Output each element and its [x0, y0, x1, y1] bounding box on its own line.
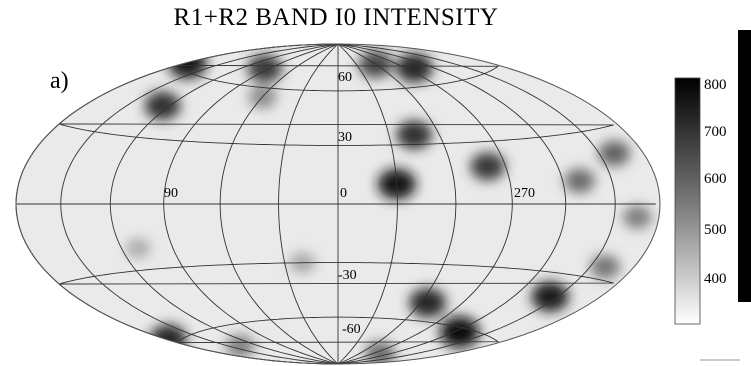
intensity-hotspot — [470, 152, 506, 181]
intensity-hotspot — [168, 48, 207, 79]
intensity-hotspot — [225, 334, 255, 358]
colorbar-label-400: 400 — [704, 271, 727, 287]
edge-bar — [738, 30, 751, 302]
colorbar-label-600: 600 — [704, 171, 727, 187]
parallel-line — [58, 123, 614, 146]
lon-label-0: 0 — [340, 186, 347, 201]
lat-label-neg60: -60 — [342, 322, 361, 337]
intensity-hotspot — [598, 140, 630, 166]
intensity-hotspot — [590, 255, 620, 279]
intensity-hotspot — [622, 205, 652, 229]
lat-label-neg30: -30 — [338, 268, 357, 283]
parallel-line — [58, 262, 614, 285]
intensity-hotspot — [396, 120, 433, 150]
lon-label-270: 270 — [514, 186, 535, 201]
intensity-hotspot — [531, 281, 569, 312]
lat-label-60: 60 — [338, 70, 352, 85]
colorbar-gradient — [674, 77, 701, 325]
lon-label-90: 90 — [164, 186, 178, 201]
parallel-line — [176, 64, 500, 92]
intensity-hotspot — [144, 91, 181, 121]
panel-label: a) — [50, 68, 69, 94]
intensity-hotspot — [125, 238, 151, 259]
lat-label-30: 30 — [338, 130, 352, 145]
intensity-hotspot — [409, 288, 446, 318]
colorbar: 800 700 600 500 400 — [674, 77, 727, 325]
intensity-hotspot — [564, 168, 595, 193]
intensity-hotspot — [396, 53, 433, 83]
parallel-line — [176, 316, 500, 344]
intensity-hotspot — [149, 324, 187, 354]
map-outline — [15, 43, 661, 365]
map-title: R1+R2 BAND I0 INTENSITY — [173, 4, 499, 31]
intensity-hotspot — [247, 54, 283, 83]
colorbar-label-800: 800 — [704, 77, 727, 93]
colorbar-label-500: 500 — [704, 222, 727, 238]
intensity-hotspot — [440, 316, 480, 348]
colorbar-label-700: 700 — [704, 124, 727, 140]
